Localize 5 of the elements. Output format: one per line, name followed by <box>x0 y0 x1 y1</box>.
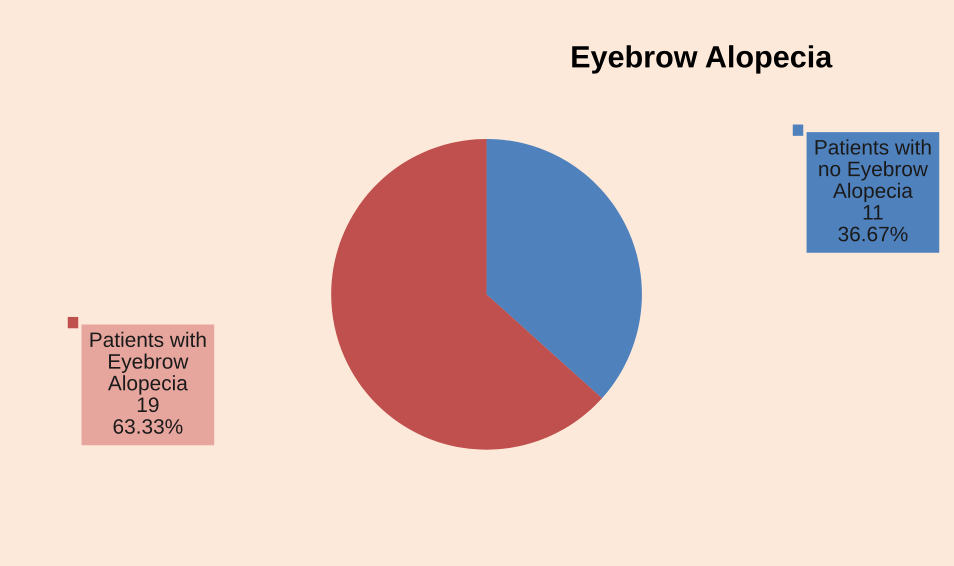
data-label: 19 63.33% <box>114 397 182 434</box>
legend-label: Patients with Eyebrow Alopecia <box>90 332 206 395</box>
legend-label: Patients with no Eyebrow Alopecia <box>816 139 931 202</box>
chart-title: Eyebrow Alopecia <box>572 45 832 74</box>
data-label: 11 36.67% <box>838 205 908 242</box>
